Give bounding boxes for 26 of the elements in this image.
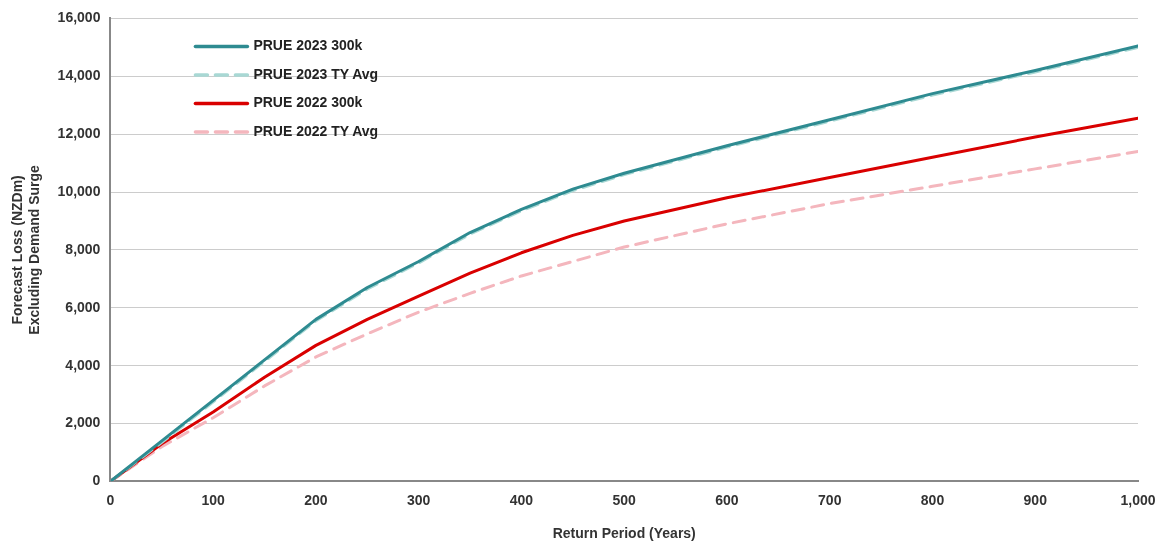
- y-tick-label: 8,000: [65, 240, 101, 257]
- y-tick-label: 14,000: [57, 67, 101, 84]
- x-tick-label: 800: [920, 491, 945, 508]
- x-axis-title: Return Period (Years): [552, 525, 696, 542]
- y-tick-label: 0: [92, 472, 101, 489]
- x-tick-label: 100: [201, 491, 226, 508]
- y-tick-label: 12,000: [57, 125, 101, 142]
- x-tick-label: 400: [509, 491, 534, 508]
- legend-label: PRUE 2023 300k: [253, 37, 363, 54]
- x-tick-label: 200: [304, 491, 328, 508]
- x-tick-label: 900: [1023, 491, 1048, 508]
- legend-label: PRUE 2022 300k: [253, 94, 363, 111]
- x-tick-label: 600: [715, 491, 739, 508]
- y-tick-label: 16,000: [57, 9, 101, 26]
- legend-label: PRUE 2023 TY Avg: [253, 65, 379, 82]
- y-tick-label: 4,000: [65, 356, 101, 373]
- x-tick-label: 700: [818, 491, 842, 508]
- y-tick-label: 2,000: [65, 414, 101, 431]
- y-tick-label: 6,000: [65, 298, 101, 315]
- legend-label: PRUE 2022 TY Avg: [253, 122, 379, 139]
- y-axis-title: Forecast Loss (NZDm) Excluding Demand Surge: [9, 164, 43, 335]
- x-tick-label: 0: [106, 491, 115, 508]
- x-tick-label: 300: [407, 491, 431, 508]
- y-tick-label: 10,000: [57, 182, 101, 199]
- x-tick-label: 500: [612, 491, 637, 508]
- x-tick-label: 1,000: [1120, 491, 1156, 508]
